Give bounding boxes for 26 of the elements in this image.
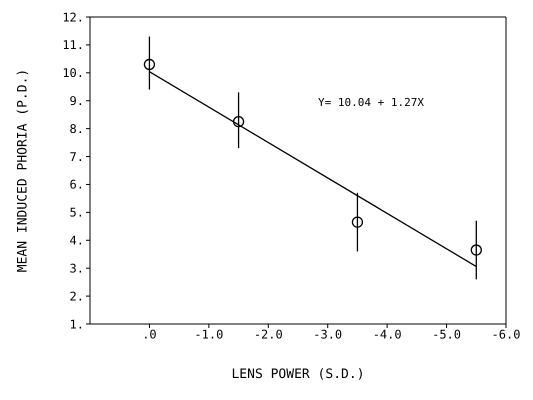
point [470, 244, 482, 256]
y-tick-label: 1. [70, 317, 84, 332]
y-tick-label: 12. [62, 10, 84, 24]
y-tick-label: 9. [70, 94, 84, 108]
y-tick-label: 3. [70, 261, 84, 276]
y-tick-label: 7. [70, 150, 84, 164]
x-tick-label: -3.0 [313, 328, 342, 342]
x-tick-label: -2.0 [254, 328, 283, 342]
x-tick-label: -5.0 [432, 328, 462, 342]
y-axis-title: MEAN INDUCED PHORIA (P.D.) [16, 68, 31, 272]
y-tick-label: 2. [70, 289, 84, 304]
x-tick-label: -1.0 [194, 328, 224, 342]
y-tick-label: 8. [70, 122, 84, 136]
y-tick-label: 11. [62, 38, 84, 52]
point [352, 216, 364, 228]
x-axis-title: LENS POWER (S.D.) [231, 367, 365, 382]
x-tick-label: .0 [142, 328, 157, 342]
x-tick-label: -4.0 [372, 328, 402, 342]
point [144, 58, 156, 70]
y-tick-label: 5. [70, 206, 84, 220]
x-tick-label: -6.0 [492, 328, 520, 342]
y-tick-label: 6. [70, 178, 84, 192]
y-tick-label: 10. [62, 66, 84, 80]
point [232, 116, 244, 128]
y-tick-label: 4. [70, 234, 84, 248]
annotation: Y= 10.04 + 1.27X [318, 96, 424, 109]
